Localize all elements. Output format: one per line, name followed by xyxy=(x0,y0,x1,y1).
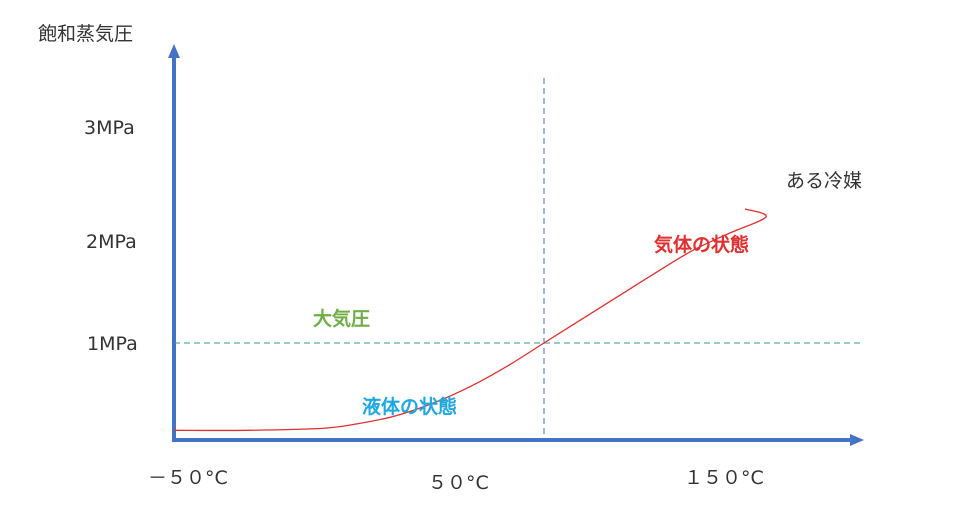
liquid-state-label: 液体の状態 xyxy=(362,395,457,418)
series-line xyxy=(173,208,767,432)
x-tick-label: １５０°C xyxy=(684,467,764,489)
x-tick-label: ５０°C xyxy=(428,472,489,494)
y-axis-label: 飽和蒸気圧 xyxy=(38,23,133,45)
y-tick-label: 2MPa xyxy=(86,231,137,253)
y-tick-label: 1MPa xyxy=(87,333,138,355)
x-axis-arrowhead xyxy=(850,434,864,446)
y-axis-arrowhead xyxy=(168,44,180,58)
series-name-label: ある冷媒 xyxy=(786,170,862,192)
atmospheric-pressure-label: 大気圧 xyxy=(313,307,370,330)
x-tick-label: －５０°C xyxy=(148,467,228,489)
y-tick-label: 3MPa xyxy=(84,117,135,139)
gas-state-label: 気体の状態 xyxy=(654,233,749,256)
